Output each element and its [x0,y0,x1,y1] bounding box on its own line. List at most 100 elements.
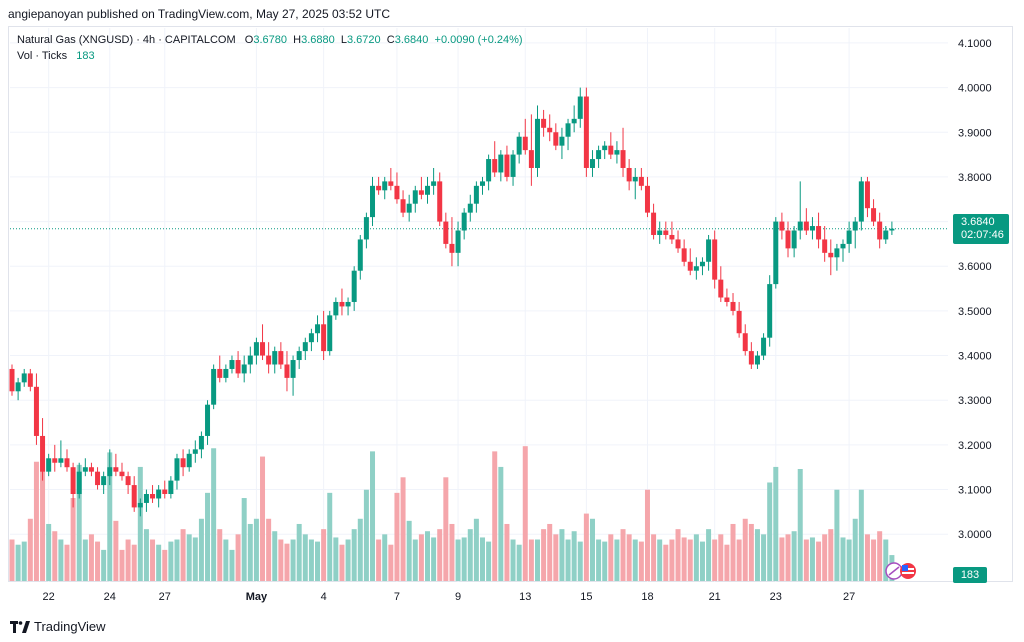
volume-bar [88,534,94,581]
candle-body [596,150,602,160]
candle-body [809,226,815,231]
candle-body [889,228,895,231]
volume-bar [871,539,877,581]
candle-body [467,203,473,213]
candle-body [748,351,754,365]
candle-body [168,480,174,495]
candle-body [651,212,657,235]
candle-body [156,489,162,499]
volume-bar [376,539,382,581]
candle-body [192,449,198,454]
x-tick-label: 21 [709,591,721,603]
volume-bar [205,492,211,581]
footer-brand[interactable]: TradingView [10,619,106,634]
x-tick-label: 22 [43,591,55,603]
volume-bar [754,529,760,581]
candle-body [706,239,712,262]
candle-body [553,132,559,146]
candle-body [290,360,296,378]
volume-bar [657,539,663,581]
candle-body [822,239,828,253]
volume-bar [534,539,540,581]
volume-bar [284,543,290,581]
volume-bar [761,534,767,581]
volume-bar [253,518,259,581]
volume-bar [767,482,773,581]
volume-bar [58,539,64,581]
volume-bar [418,534,424,581]
candle-body [296,351,302,361]
candle-body [675,239,681,249]
volume-bar [492,451,498,581]
volume-bar [834,489,840,581]
candle-body [382,181,388,191]
candle-body [333,301,339,316]
candle-body [473,185,479,204]
volume-bar [339,544,345,581]
candle-body [351,270,357,302]
y-tick-label: 3.8000 [958,172,992,184]
candle-body [687,261,693,271]
y-tick-label: 3.4000 [958,351,992,363]
volume-bar [828,529,834,581]
volume-bar [211,448,217,581]
flag-icon[interactable] [882,560,922,582]
candle-body [241,364,247,374]
candle-body [247,355,253,365]
volume-bar [156,544,162,581]
candle-body [773,221,779,285]
low-label: L [340,34,347,46]
volume-bar [21,541,27,581]
candle-body [64,458,70,468]
candle-body [620,150,626,168]
volume-bar [632,539,638,581]
volume-bar [724,544,730,581]
volume-badge: 183 [953,567,987,583]
volume-bar [296,523,302,581]
candle-body [828,252,834,258]
candle-body [693,266,699,271]
volume-bar [52,531,58,581]
volume-bar [302,534,308,581]
close-label: C [386,34,395,46]
candle-body [76,471,82,495]
volume-bar [516,544,522,581]
candle-body [235,360,241,374]
candle-body [412,190,418,204]
volume-bar [614,539,620,581]
volume-bar [101,549,107,581]
candle-body [137,502,143,508]
y-tick-label: 3.5000 [958,306,992,318]
candle-body [589,159,595,168]
volume-bar [113,520,119,581]
candle-body [388,181,394,186]
candle-body [82,467,88,472]
candle-body [534,118,540,168]
volume-bar [858,489,864,581]
volume-bar [406,520,412,581]
volume-bar [498,466,504,581]
candle-body [107,467,113,477]
open-label: O [244,34,254,46]
y-tick-label: 3.3000 [958,395,992,407]
volume-bar [412,539,418,581]
candle-body [547,127,553,133]
x-tick-label: 27 [843,591,855,603]
x-tick-label: 13 [519,591,531,603]
volume-bar [602,541,608,581]
candle-body [229,360,235,369]
tradingview-logo-icon [10,620,30,633]
candle-body [608,145,614,155]
volume-bar [150,539,156,581]
candle-body [583,96,589,168]
volume-bar [174,539,180,581]
candle-body [803,221,809,231]
candle-body [357,239,363,271]
volume-bar [431,537,437,581]
symbol-legend: Natural Gas (XNGUSD) · 4h · CAPITALCOM O… [17,34,523,46]
candle-body [492,159,498,173]
volume-bar [131,544,137,581]
candle-body [186,453,192,468]
candle-body [113,467,119,472]
